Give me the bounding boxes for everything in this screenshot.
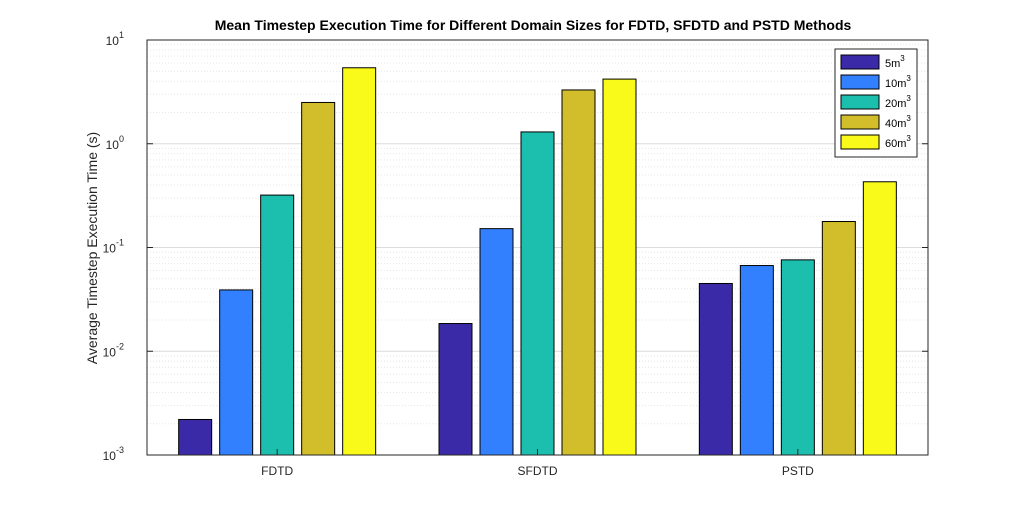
legend-swatch <box>840 134 880 150</box>
legend-entry: 60m3 <box>885 134 911 150</box>
bars <box>178 67 897 456</box>
bar-fdtd-2 <box>219 289 254 456</box>
bar-fdtd-4 <box>301 101 336 456</box>
y-tick-label: 10-3 <box>103 445 124 463</box>
legend-entry: 10m3 <box>885 74 911 90</box>
bar-sfdtd-2 <box>479 228 514 456</box>
bar-sfdtd-4 <box>561 89 596 456</box>
bar-pstd-4 <box>821 221 856 456</box>
y-tick-label: 10-2 <box>103 341 124 359</box>
legend-swatch <box>840 54 880 70</box>
bar-pstd-1 <box>698 282 733 456</box>
x-tick-label: FDTD <box>261 464 293 478</box>
bar-sfdtd-5 <box>602 78 637 456</box>
bar-pstd-2 <box>739 265 774 456</box>
legend-entry: 20m3 <box>885 94 911 110</box>
y-axis-label: Average Timestep Execution Time (s) <box>84 132 100 364</box>
legend: 5m3 10m3 20m3 40m3 60m3 <box>834 48 918 158</box>
y-tick-label: 101 <box>106 30 124 48</box>
legend-swatch <box>840 74 880 90</box>
bar-pstd-5 <box>862 181 897 456</box>
legend-swatch <box>840 114 880 130</box>
x-tick-label: SFDTD <box>518 464 558 478</box>
y-tick-label: 100 <box>106 134 124 152</box>
bar-fdtd-1 <box>178 418 213 456</box>
legend-swatch <box>840 94 880 110</box>
bar-sfdtd-3 <box>520 131 555 456</box>
legend-entry: 40m3 <box>885 114 911 130</box>
x-tick-label: PSTD <box>782 464 814 478</box>
chart-title: Mean Timestep Execution Time for Differe… <box>215 17 852 33</box>
bar-fdtd-3 <box>260 194 295 456</box>
bar-pstd-3 <box>780 259 815 456</box>
bar-fdtd-5 <box>342 67 377 456</box>
x-axis-ticks: FDTD SFDTD PSTD <box>261 449 814 478</box>
bar-sfdtd-1 <box>438 323 473 456</box>
legend-entry: 5m3 <box>885 54 905 70</box>
y-tick-label: 10-1 <box>103 238 124 256</box>
